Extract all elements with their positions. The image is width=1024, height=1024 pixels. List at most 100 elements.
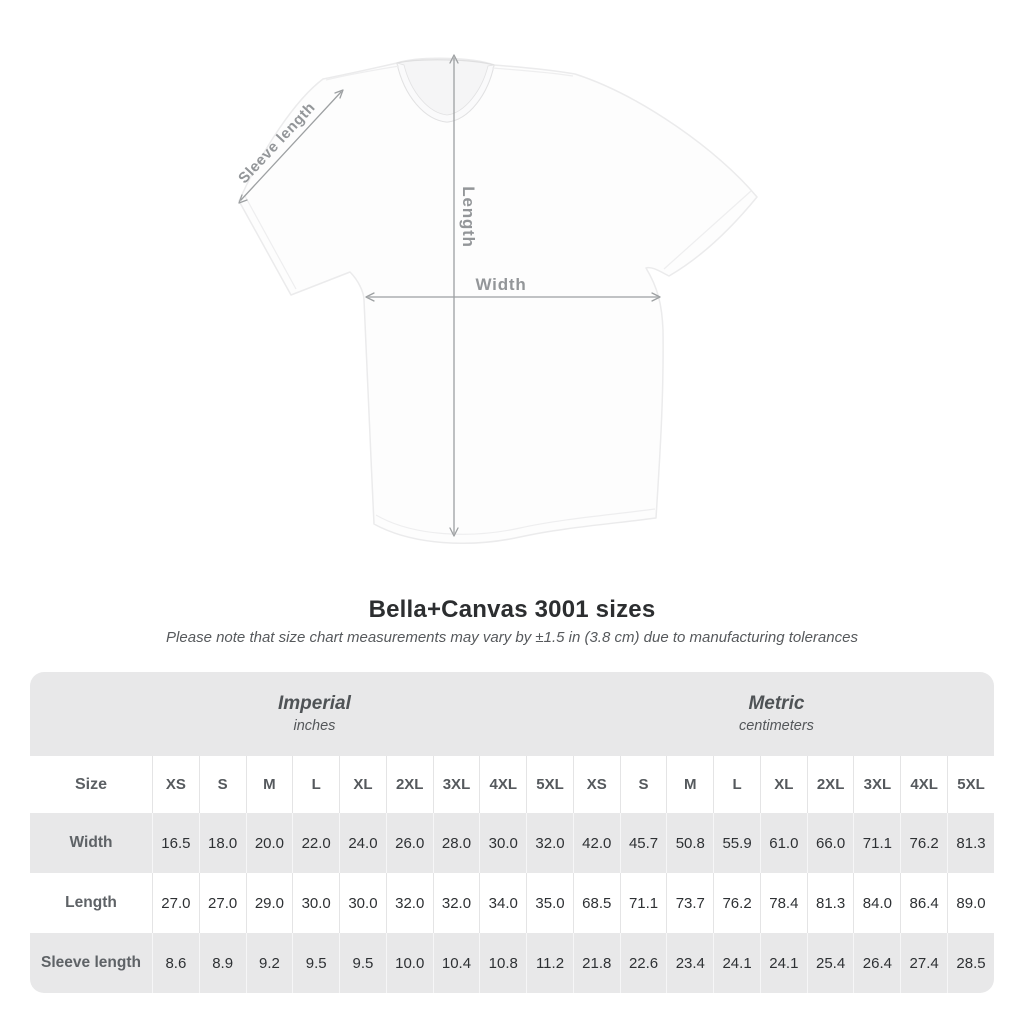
size-table: Imperial inches Metric centimeters Size … xyxy=(30,672,994,993)
cell: 73.7 xyxy=(666,873,714,933)
cell: 28.5 xyxy=(947,933,994,993)
cell: 22.0 xyxy=(292,813,340,873)
length-annotation-label: Length xyxy=(459,186,478,248)
cell: 71.1 xyxy=(619,873,667,933)
cell: 24.1 xyxy=(759,933,807,993)
size-table-container: Imperial inches Metric centimeters Size … xyxy=(30,672,994,993)
imperial-group-unit: inches xyxy=(293,718,336,734)
imperial-group-header: Imperial inches xyxy=(30,672,573,756)
size-header: 5XL xyxy=(947,756,994,813)
cell: 32.0 xyxy=(526,813,573,873)
size-header: 2XL xyxy=(806,756,854,813)
cell: 84.0 xyxy=(853,873,901,933)
size-header: 3XL xyxy=(853,756,901,813)
cell: 18.0 xyxy=(198,813,246,873)
cell: 10.0 xyxy=(385,933,433,993)
cell: 21.8 xyxy=(572,933,620,993)
cell: 27.0 xyxy=(152,873,199,933)
row-label: Sleeve length xyxy=(30,933,152,993)
imperial-group-label: Imperial xyxy=(278,693,351,714)
row-label: Length xyxy=(30,873,152,933)
cell: 26.4 xyxy=(853,933,901,993)
cell: 24.1 xyxy=(713,933,760,993)
cell: 30.0 xyxy=(339,873,386,933)
cell: 71.1 xyxy=(853,813,901,873)
cell: 9.5 xyxy=(292,933,340,993)
cell: 8.6 xyxy=(152,933,199,993)
cell: 27.4 xyxy=(900,933,948,993)
cell: 35.0 xyxy=(526,873,573,933)
cell: 24.0 xyxy=(339,813,386,873)
cell: 27.0 xyxy=(198,873,246,933)
cell: 86.4 xyxy=(900,873,948,933)
size-header: 3XL xyxy=(432,756,480,813)
metric-group-unit: centimeters xyxy=(738,718,814,734)
table-row-width: Width 16.5 18.0 20.0 22.0 24.0 26.0 28.0… xyxy=(30,813,994,873)
size-header: XS xyxy=(152,756,199,813)
row-label: Width xyxy=(30,813,152,873)
tshirt-body xyxy=(238,57,758,545)
cell: 81.3 xyxy=(806,873,854,933)
cell: 26.0 xyxy=(385,813,433,873)
cell: 30.0 xyxy=(292,873,340,933)
size-header: S xyxy=(619,756,667,813)
cell: 9.5 xyxy=(339,933,386,993)
cell: 76.2 xyxy=(713,873,760,933)
size-header: XL xyxy=(339,756,386,813)
size-header: 4XL xyxy=(900,756,948,813)
size-column-header: Size xyxy=(30,756,152,813)
page-title: Bella+Canvas 3001 sizes xyxy=(368,596,656,623)
tshirt-graphic xyxy=(238,54,758,545)
cell: 30.0 xyxy=(479,813,527,873)
tshirt-collar-band xyxy=(396,62,495,123)
cell: 61.0 xyxy=(759,813,807,873)
cell: 23.4 xyxy=(666,933,714,993)
cell: 10.8 xyxy=(479,933,527,993)
cell: 89.0 xyxy=(947,873,994,933)
size-header: M xyxy=(666,756,714,813)
size-header: L xyxy=(292,756,340,813)
size-header-row: Size XS S M L XL 2XL 3XL 4XL 5XL XS S M … xyxy=(30,756,994,813)
table-row-sleeve-length: Sleeve length 8.6 8.9 9.2 9.5 9.5 10.0 1… xyxy=(30,933,994,993)
cell: 45.7 xyxy=(619,813,667,873)
cell: 10.4 xyxy=(432,933,480,993)
cell: 66.0 xyxy=(806,813,854,873)
cell: 42.0 xyxy=(572,813,620,873)
table-row-length: Length 27.0 27.0 29.0 30.0 30.0 32.0 32.… xyxy=(30,873,994,933)
cell: 29.0 xyxy=(245,873,293,933)
metric-group-label: Metric xyxy=(748,693,805,714)
tshirt-seams xyxy=(244,65,752,535)
cell: 9.2 xyxy=(245,933,293,993)
size-header: S xyxy=(198,756,246,813)
cell: 20.0 xyxy=(245,813,293,873)
sleeve-length-measure-arrow xyxy=(238,89,344,204)
cell: 55.9 xyxy=(713,813,760,873)
cell: 34.0 xyxy=(479,873,527,933)
cell: 8.9 xyxy=(198,933,246,993)
size-header: M xyxy=(245,756,293,813)
cell: 25.4 xyxy=(806,933,854,993)
width-annotation-label: Width xyxy=(475,275,527,294)
size-header: L xyxy=(713,756,760,813)
size-header: 4XL xyxy=(479,756,527,813)
cell: 32.0 xyxy=(385,873,433,933)
size-header: XL xyxy=(759,756,807,813)
cell: 50.8 xyxy=(666,813,714,873)
cell: 81.3 xyxy=(947,813,994,873)
cell: 28.0 xyxy=(432,813,480,873)
cell: 78.4 xyxy=(759,873,807,933)
metric-group-header: Metric centimeters xyxy=(572,672,994,756)
cell: 22.6 xyxy=(619,933,667,993)
cell: 32.0 xyxy=(432,873,480,933)
size-header: 2XL xyxy=(385,756,433,813)
size-header: XS xyxy=(572,756,620,813)
tshirt-measurement-diagram: Sleeve length Length Width xyxy=(235,54,758,545)
unit-group-header-row: Imperial inches Metric centimeters xyxy=(30,672,994,756)
cell: 16.5 xyxy=(152,813,199,873)
width-measure-arrow xyxy=(365,292,661,302)
length-measure-arrow xyxy=(449,54,459,537)
page-subtitle: Please note that size chart measurements… xyxy=(166,629,858,646)
cell: 76.2 xyxy=(900,813,948,873)
cell: 11.2 xyxy=(526,933,573,993)
